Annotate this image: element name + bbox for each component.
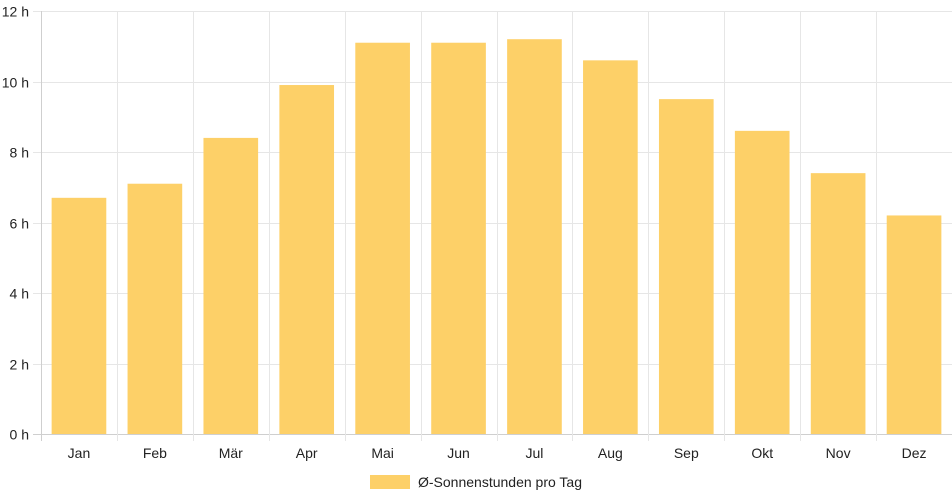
x-tick-label: Jun: [447, 445, 470, 461]
bar-sep[interactable]: [658, 99, 714, 434]
y-tick-label: 4 h: [10, 286, 29, 302]
x-tick-label: Okt: [751, 445, 773, 461]
x-tick-label: Jan: [68, 445, 91, 461]
bar-okt[interactable]: [734, 130, 790, 434]
x-tick-label: Aug: [598, 445, 623, 461]
y-tick-label: 12 h: [2, 4, 29, 20]
x-tick-label: Mai: [371, 445, 394, 461]
y-tick-label: 0 h: [10, 427, 29, 443]
x-tick-label: Mär: [219, 445, 243, 461]
bar-aug[interactable]: [583, 60, 638, 434]
x-tick-label: Sep: [674, 445, 699, 461]
y-tick-label: 2 h: [10, 357, 29, 373]
y-tick-label: 10 h: [2, 75, 29, 91]
y-axis-ticks: 0 h 2 h 4 h 6 h 8 h 10 h 12 h: [2, 4, 29, 443]
x-tick-label: Nov: [826, 445, 851, 461]
legend-swatch: [370, 475, 411, 489]
bar-jan[interactable]: [51, 197, 107, 434]
x-tick-label: Apr: [296, 445, 318, 461]
y-tick-label: 6 h: [10, 216, 29, 232]
x-tick-label: Jul: [526, 445, 544, 461]
grid-lines: [33, 11, 952, 441]
bar-mär[interactable]: [203, 137, 259, 434]
bar-apr[interactable]: [279, 85, 335, 435]
legend-label: Ø-Sonnenstunden pro Tag: [418, 474, 582, 490]
bar-nov[interactable]: [810, 173, 866, 434]
bar-jun[interactable]: [431, 42, 486, 434]
legend[interactable]: Ø-Sonnenstunden pro Tag: [370, 474, 582, 490]
bar-dez[interactable]: [886, 215, 942, 434]
x-tick-label: Feb: [143, 445, 167, 461]
bars: [51, 39, 942, 435]
bar-feb[interactable]: [127, 183, 183, 434]
bar-mai[interactable]: [355, 42, 410, 434]
x-tick-label: Dez: [902, 445, 927, 461]
bar-jul[interactable]: [507, 39, 562, 434]
x-axis-ticks: Jan Feb Mär Apr Mai Jun Jul Aug Sep Okt Nov Dez: [68, 445, 927, 461]
y-tick-label: 8 h: [10, 145, 29, 161]
